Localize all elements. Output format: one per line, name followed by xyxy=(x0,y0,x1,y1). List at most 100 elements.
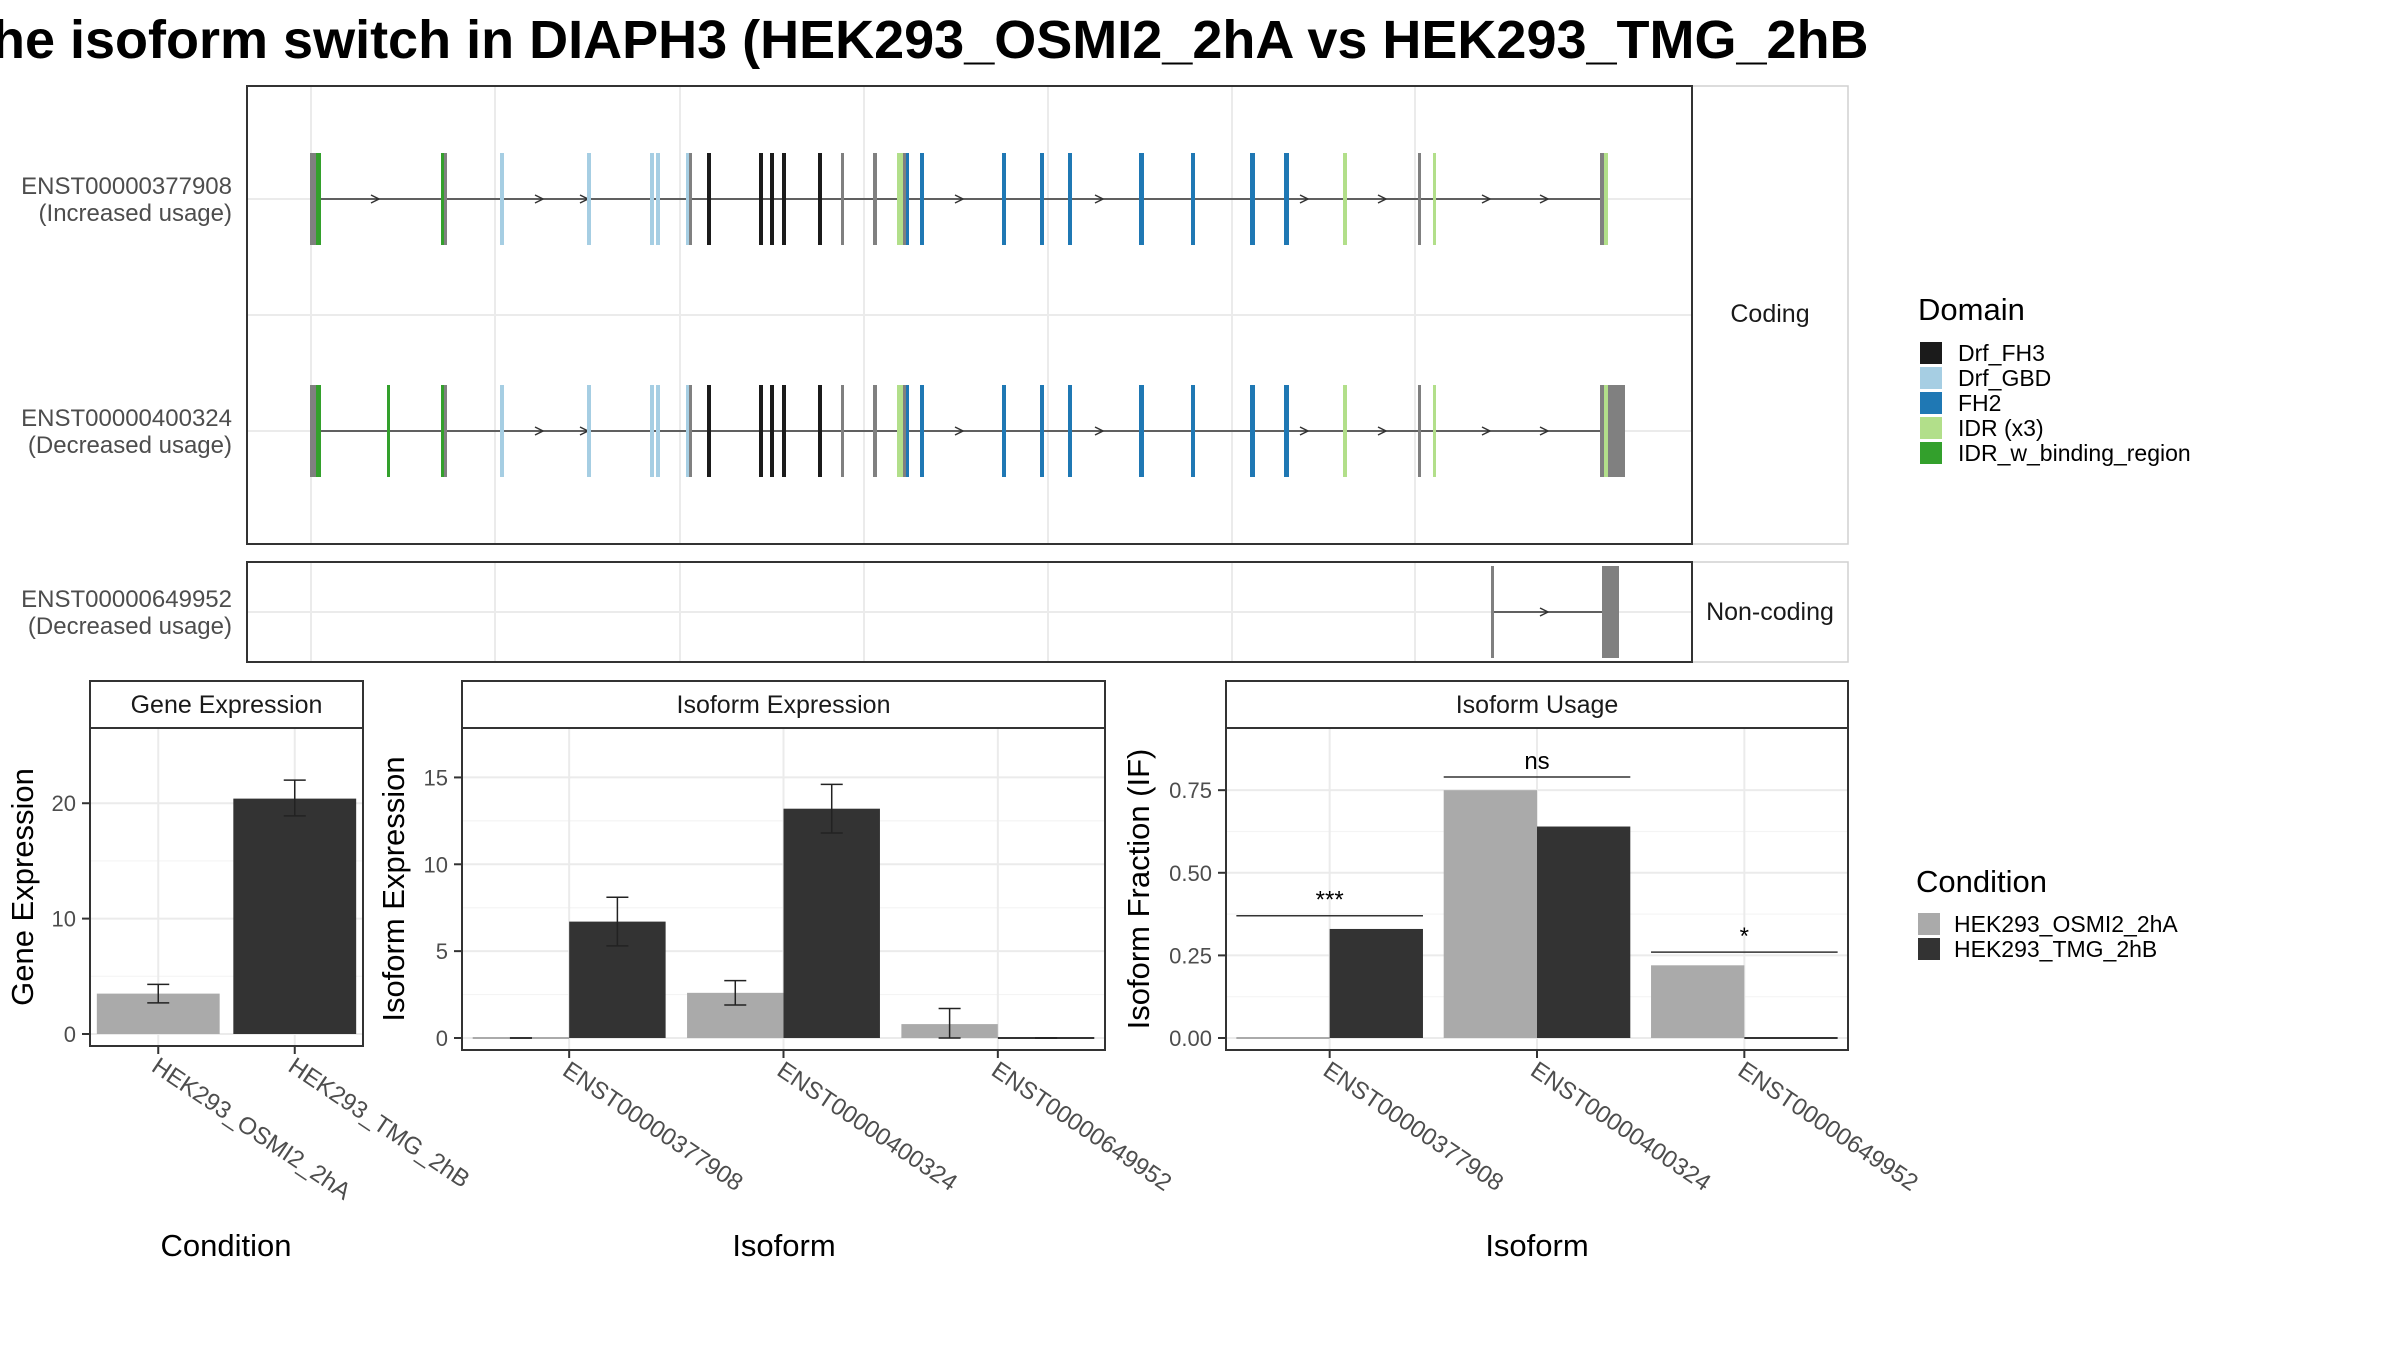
y-tick-label: 0.00 xyxy=(1169,1026,1212,1051)
legend-domain-label: Drf_GBD xyxy=(1958,365,2051,391)
exon xyxy=(1040,153,1044,245)
exon xyxy=(707,153,711,245)
exon xyxy=(841,153,844,245)
panel-border xyxy=(246,561,1693,663)
exon xyxy=(441,385,444,477)
strand-arrow xyxy=(954,426,965,436)
exon xyxy=(782,153,786,245)
exon xyxy=(500,153,504,245)
strip-noncoding-bg xyxy=(1691,561,1849,663)
legend-swatch xyxy=(1920,442,1942,464)
strand-arrow xyxy=(1094,426,1105,436)
strand-arrow xyxy=(370,194,381,204)
legend-swatch xyxy=(1918,913,1940,935)
exon xyxy=(1002,385,1006,477)
exon xyxy=(317,385,321,477)
exon xyxy=(1284,385,1289,477)
exon xyxy=(873,153,877,245)
exon xyxy=(310,153,316,245)
legend-domain-title: Domain xyxy=(1918,292,2025,327)
exon xyxy=(656,385,660,477)
legend-condition-label: HEK293_OSMI2_2hA xyxy=(1954,911,2178,937)
isoform-usage-label: (Decreased usage) xyxy=(28,432,232,459)
chart-frame xyxy=(89,727,364,1047)
strand-arrow xyxy=(1299,426,1310,436)
isoform-structure-panel: Coding Non-coding ENST00000377908(Increase… xyxy=(21,85,1849,663)
panel-border xyxy=(246,85,1693,545)
x-tick-label: ENST00000377908 xyxy=(558,1057,748,1197)
exon xyxy=(1250,153,1255,245)
strand-arrow xyxy=(1299,194,1310,204)
exon xyxy=(782,385,786,477)
bar xyxy=(1651,965,1745,1038)
y-tick-label: 0.50 xyxy=(1169,861,1212,886)
strand-arrow xyxy=(1539,194,1550,204)
exon xyxy=(1284,153,1289,245)
exon xyxy=(656,153,660,245)
isoform-id-label: ENST00000377908 xyxy=(21,173,232,200)
significance-label: *** xyxy=(1316,887,1344,914)
x-tick-label: ENST00000377908 xyxy=(1318,1057,1508,1197)
exon xyxy=(1191,385,1195,477)
exon xyxy=(1418,153,1421,245)
strand-arrow xyxy=(1377,426,1388,436)
x-tick-label: ENST00000649952 xyxy=(986,1057,1176,1197)
isoform-usage-label: (Decreased usage) xyxy=(28,613,232,640)
exon xyxy=(1491,566,1494,658)
exon xyxy=(1604,153,1608,245)
isoform-id-label: ENST00000400324 xyxy=(21,405,232,432)
exon xyxy=(770,385,774,477)
legend-domain-label: FH2 xyxy=(1958,390,2001,416)
exon xyxy=(1343,153,1347,245)
legend-swatch xyxy=(1920,342,1942,364)
y-axis-label: Isoform Fraction (IF) xyxy=(1121,749,1156,1030)
exon xyxy=(689,153,692,245)
exon xyxy=(770,153,774,245)
y-tick-label: 15 xyxy=(424,765,448,790)
legend-domain-label: Drf_FH3 xyxy=(1958,340,2045,366)
isoform-usage-label: (Increased usage) xyxy=(39,200,232,227)
chart-strip xyxy=(1225,680,1849,729)
exon xyxy=(900,153,903,245)
chart-strip xyxy=(89,680,364,729)
exon xyxy=(906,153,909,245)
exon xyxy=(689,385,692,477)
x-axis-label: Isoform xyxy=(732,1228,835,1263)
exon xyxy=(759,153,763,245)
strand-arrow xyxy=(1481,194,1492,204)
exon xyxy=(873,385,877,477)
y-tick-label: 10 xyxy=(52,907,76,932)
legend-condition-label: HEK293_TMG_2hB xyxy=(1954,936,2157,962)
exon xyxy=(444,153,447,245)
exon xyxy=(686,385,689,477)
strip-coding-label: Coding xyxy=(1730,300,1809,328)
legend-domain-label: IDR (x3) xyxy=(1958,415,2044,441)
exon xyxy=(441,153,444,245)
exon xyxy=(818,153,822,245)
exon xyxy=(903,153,906,245)
legend-swatch xyxy=(1918,938,1940,960)
chart-title: Isoform Expression xyxy=(677,691,891,719)
x-axis-label: Isoform xyxy=(1485,1228,1588,1263)
strand-arrow xyxy=(1094,194,1105,204)
bar xyxy=(783,808,880,1038)
legend-swatch xyxy=(1920,392,1942,414)
strip-noncoding-label: Non-coding xyxy=(1706,598,1834,626)
exon xyxy=(444,385,447,477)
exon xyxy=(707,385,711,477)
bar xyxy=(1329,928,1423,1038)
exon xyxy=(1604,385,1608,477)
legend-domain-label: IDR_w_binding_region xyxy=(1958,440,2191,466)
y-tick-label: 20 xyxy=(52,791,76,816)
exon xyxy=(818,385,822,477)
figure-title: he isoform switch in DIAPH3 (HEK293_OSMI… xyxy=(0,10,1869,70)
exon xyxy=(1418,385,1421,477)
strand-arrow xyxy=(1539,607,1550,617)
y-tick-label: 10 xyxy=(424,852,448,877)
y-tick-label: 5 xyxy=(436,939,448,964)
exon xyxy=(1433,153,1436,245)
exon xyxy=(587,153,591,245)
chart-strip xyxy=(461,680,1106,729)
